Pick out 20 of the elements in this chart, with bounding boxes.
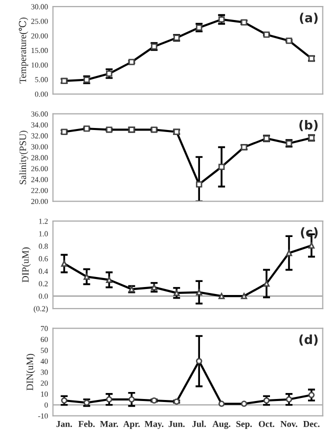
annotation: (a) (300, 12, 318, 24)
x-tick-label: Dec. (303, 421, 320, 428)
x-tick-label: Oct. (258, 420, 274, 428)
x-tick-label: Jul. (192, 420, 206, 428)
annotation: (d) (299, 334, 318, 346)
annotation: (b) (299, 120, 318, 132)
x-tick-label: Aug. (212, 420, 230, 429)
x-tick-label: Mar. (100, 421, 118, 428)
x-tick-label: Feb. (78, 420, 95, 428)
y-axis-title: DIP(uM) (22, 247, 31, 282)
x-tick-label: Sep. (236, 420, 252, 429)
y-axis-title: Salinity(PSU) (19, 130, 28, 184)
annotation: (c) (300, 227, 318, 238)
x-tick-label: Jan. (56, 421, 72, 428)
x-tick-label: Jun. (168, 421, 185, 428)
y-axis-title: DIN(uM) (26, 354, 36, 390)
x-tick-label: Apr. (123, 420, 140, 429)
x-tick-label: Nov. (280, 421, 298, 428)
x-tick-label: May. (144, 420, 164, 429)
y-axis-title: Temperature(℃) (18, 18, 28, 84)
